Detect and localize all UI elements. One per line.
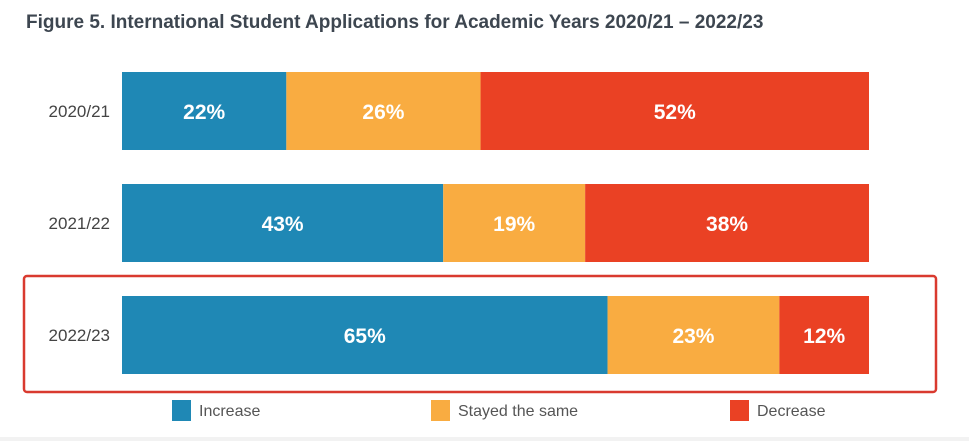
legend-label: Decrease (757, 403, 826, 420)
bar-segment-stayed-the-same (443, 184, 586, 262)
bar-segment-decrease (585, 184, 869, 262)
highlight-box (22, 274, 938, 394)
data-label: 22% (183, 101, 225, 124)
legend-label: Stayed the same (458, 403, 578, 420)
category-label: 2022/23 (49, 326, 110, 345)
bar-segment-increase (122, 296, 608, 374)
bottom-divider (0, 437, 969, 441)
data-label: 43% (262, 213, 304, 236)
data-label: 52% (654, 101, 696, 124)
category-label: 2020/21 (49, 102, 110, 121)
bar-segment-stayed-the-same (607, 296, 780, 374)
data-label: 12% (803, 325, 845, 348)
data-label: 38% (706, 213, 748, 236)
bar-segment-increase (122, 184, 444, 262)
bar-segment-decrease (779, 296, 869, 374)
data-label: 65% (344, 325, 386, 348)
bar-segment-stayed-the-same (286, 72, 481, 150)
legend-swatch (431, 400, 450, 421)
category-label: 2021/22 (49, 214, 110, 233)
chart-title: Figure 5. International Student Applicat… (26, 12, 764, 33)
legend-swatch (172, 400, 191, 421)
legend-swatch (730, 400, 749, 421)
bar-segment-increase (122, 72, 287, 150)
data-label: 23% (672, 325, 714, 348)
bar-segment-decrease (480, 72, 869, 150)
legend-label: Increase (199, 403, 260, 420)
data-label: 26% (362, 101, 404, 124)
data-label: 19% (493, 213, 535, 236)
